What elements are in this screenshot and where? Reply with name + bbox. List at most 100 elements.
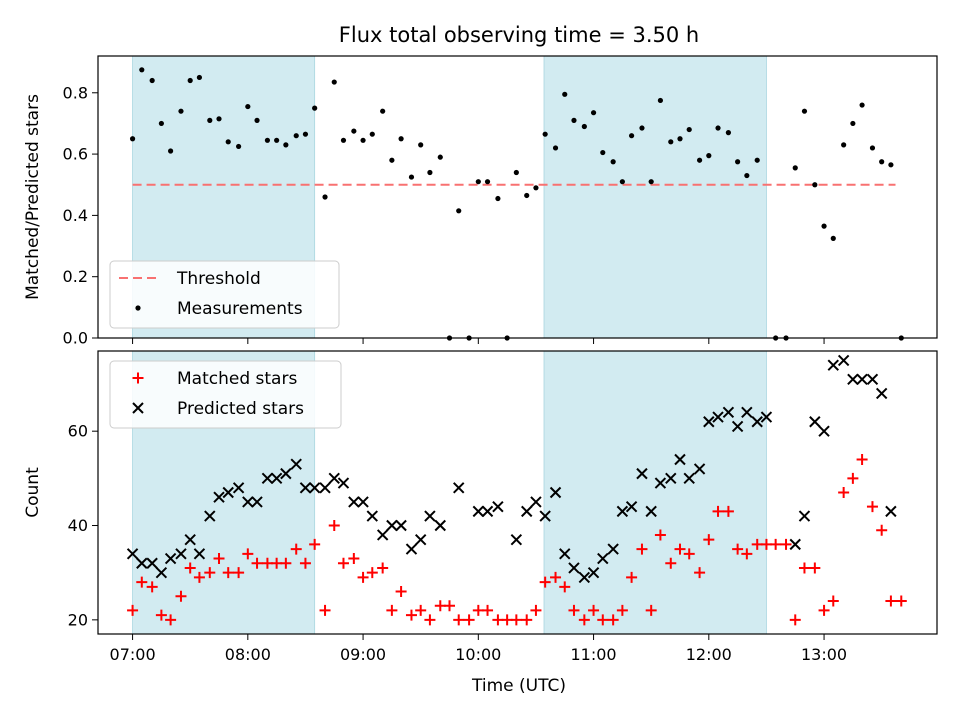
measurement-point bbox=[135, 305, 141, 311]
predicted-star-point bbox=[625, 500, 638, 513]
measurement-point bbox=[581, 123, 587, 130]
matched-star-point bbox=[732, 543, 744, 555]
measurement-point bbox=[302, 131, 309, 137]
x-tick-label: 11:00 bbox=[571, 645, 617, 664]
measurement-point bbox=[801, 108, 808, 114]
matched-star-point bbox=[193, 571, 205, 583]
matched-star-point bbox=[827, 595, 839, 607]
x-tick-label: 08:00 bbox=[225, 645, 271, 664]
y-tick-label: 0.6 bbox=[63, 145, 88, 164]
predicted-star-point bbox=[357, 496, 369, 508]
matched-star-point bbox=[636, 543, 648, 555]
measurement-point bbox=[542, 131, 548, 137]
legend-label: Predicted stars bbox=[177, 399, 304, 419]
predicted-star-point bbox=[654, 477, 667, 489]
count-panel-frame bbox=[97, 350, 938, 635]
measurement-point bbox=[369, 131, 375, 137]
matched-star-point bbox=[597, 614, 609, 626]
matched-star-point bbox=[741, 548, 753, 560]
measurement-point bbox=[888, 162, 894, 168]
matched-star-point bbox=[818, 604, 830, 616]
matched-star-point bbox=[559, 581, 571, 593]
predicted-star-point bbox=[386, 519, 398, 532]
y-tick-label: 0.4 bbox=[63, 206, 88, 225]
matched-star-point bbox=[665, 557, 677, 569]
predicted-star-point bbox=[530, 496, 542, 508]
x-axis-label: Time (UTC) bbox=[471, 676, 566, 696]
measurement-point bbox=[619, 179, 625, 185]
matched-star-point bbox=[607, 614, 619, 626]
matched-star-point bbox=[847, 472, 859, 484]
measurement-point bbox=[351, 128, 357, 134]
predicted-star-point bbox=[510, 533, 523, 546]
predicted-star-point bbox=[251, 496, 263, 508]
matched-star-point bbox=[472, 604, 484, 616]
measurement-point bbox=[648, 179, 654, 185]
matched-star-point bbox=[132, 372, 144, 384]
y-tick-label: 60 bbox=[68, 422, 88, 441]
measurement-point bbox=[639, 125, 645, 131]
matched-star-point bbox=[866, 501, 878, 513]
measurement-point bbox=[879, 159, 885, 165]
predicted-star-point bbox=[665, 472, 677, 485]
matched-star-point bbox=[674, 543, 686, 555]
predicted-star-point bbox=[559, 548, 571, 560]
matched-star-point bbox=[319, 604, 331, 616]
matched-star-point bbox=[588, 604, 600, 616]
matched-star-point bbox=[856, 453, 868, 465]
measurement-point bbox=[283, 142, 289, 148]
matched-star-point bbox=[722, 505, 734, 517]
predicted-star-point bbox=[261, 472, 274, 485]
ratio-panel-frame bbox=[97, 55, 938, 339]
matched-star-point bbox=[770, 538, 782, 550]
predicted-star-point bbox=[414, 533, 427, 546]
measurement-point bbox=[513, 169, 519, 176]
predicted-star-point bbox=[722, 406, 735, 419]
ratio-legend: Threshold Measurements bbox=[109, 260, 340, 329]
measurement-point bbox=[158, 120, 164, 127]
predicted-star-point bbox=[270, 472, 283, 485]
measurement-point bbox=[475, 179, 481, 185]
measurement-point bbox=[571, 117, 577, 123]
matched-star-point bbox=[654, 529, 666, 541]
y-tick-label: 20 bbox=[68, 610, 88, 629]
measurement-point bbox=[744, 172, 750, 179]
measurement-point bbox=[610, 159, 616, 165]
matched-star-point bbox=[366, 567, 378, 579]
measurement-point bbox=[841, 142, 847, 148]
predicted-star-point bbox=[751, 416, 763, 428]
predicted-star-point bbox=[222, 486, 234, 499]
predicted-star-point bbox=[521, 505, 533, 518]
matched-star-point bbox=[463, 614, 475, 626]
matched-star-point bbox=[280, 557, 292, 569]
matched-star-point bbox=[444, 600, 456, 612]
y-tick-label: 40 bbox=[68, 516, 88, 535]
matched-star-point bbox=[434, 600, 446, 612]
matched-star-point bbox=[645, 604, 657, 616]
measurement-point bbox=[686, 126, 692, 133]
predicted-star-point bbox=[280, 467, 292, 480]
predicted-star-point bbox=[337, 477, 350, 489]
predicted-star-point bbox=[539, 510, 551, 522]
matched-star-point bbox=[405, 609, 417, 621]
chart-title: Flux total observing time = 3.50 h bbox=[339, 23, 699, 47]
predicted-star-point bbox=[213, 491, 225, 503]
matched-star-point bbox=[539, 576, 551, 588]
matched-star-point bbox=[751, 538, 763, 550]
predicted-star-point bbox=[146, 557, 158, 569]
predicted-star-point bbox=[607, 543, 619, 555]
measurement-point bbox=[830, 235, 836, 241]
y-tick-label: 0.0 bbox=[63, 329, 88, 348]
measurement-point bbox=[484, 179, 491, 185]
matched-star-point bbox=[616, 604, 628, 616]
predicted-star-point bbox=[856, 373, 868, 386]
matched-star-point bbox=[626, 571, 638, 583]
measurement-point bbox=[524, 192, 530, 199]
predicted-star-point bbox=[366, 510, 378, 522]
predicted-star-point bbox=[242, 496, 254, 508]
predicted-star-point bbox=[481, 505, 494, 518]
x-tick-label: 10:00 bbox=[455, 645, 501, 664]
measurement-point bbox=[706, 153, 712, 159]
measurement-point bbox=[657, 97, 664, 104]
